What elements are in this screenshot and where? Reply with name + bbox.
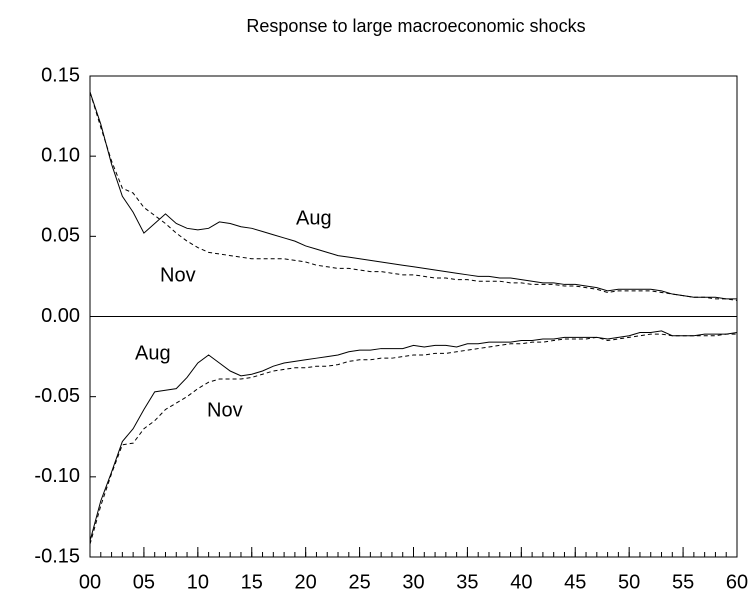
chart-title: Response to large macroeconomic shocks: [246, 16, 585, 36]
series-label: Nov: [207, 399, 243, 421]
x-tick-label: 15: [241, 571, 263, 593]
series-label: Aug: [135, 342, 171, 364]
series-line: [89, 333, 737, 545]
x-tick-label: 45: [564, 571, 586, 593]
y-tick-label: -0.05: [34, 385, 80, 407]
y-tick-label: 0.15: [41, 64, 80, 86]
x-tick-label: 55: [672, 571, 694, 593]
x-tick-label: 60: [726, 571, 748, 593]
y-tick-label: 0.05: [41, 225, 80, 247]
x-tick-label: 10: [187, 571, 209, 593]
y-tick-label: 0.00: [41, 305, 80, 327]
series-label: Aug: [296, 207, 332, 229]
y-tick-label: -0.10: [34, 465, 80, 487]
x-tick-label: 25: [348, 571, 370, 593]
x-tick-label: 00: [79, 571, 101, 593]
x-tick-label: 30: [402, 571, 424, 593]
y-tick-label: 0.10: [41, 144, 80, 166]
series-line: [89, 330, 738, 542]
x-tick-label: 50: [618, 571, 640, 593]
series-label: Nov: [160, 264, 196, 286]
series-line: [89, 91, 737, 300]
x-tick-label: 20: [295, 571, 317, 593]
series-line: [89, 91, 738, 301]
y-tick-label: -0.15: [34, 545, 80, 567]
x-tick-label: 40: [510, 571, 532, 593]
x-tick-label: 35: [456, 571, 478, 593]
x-tick-label: 05: [133, 571, 155, 593]
